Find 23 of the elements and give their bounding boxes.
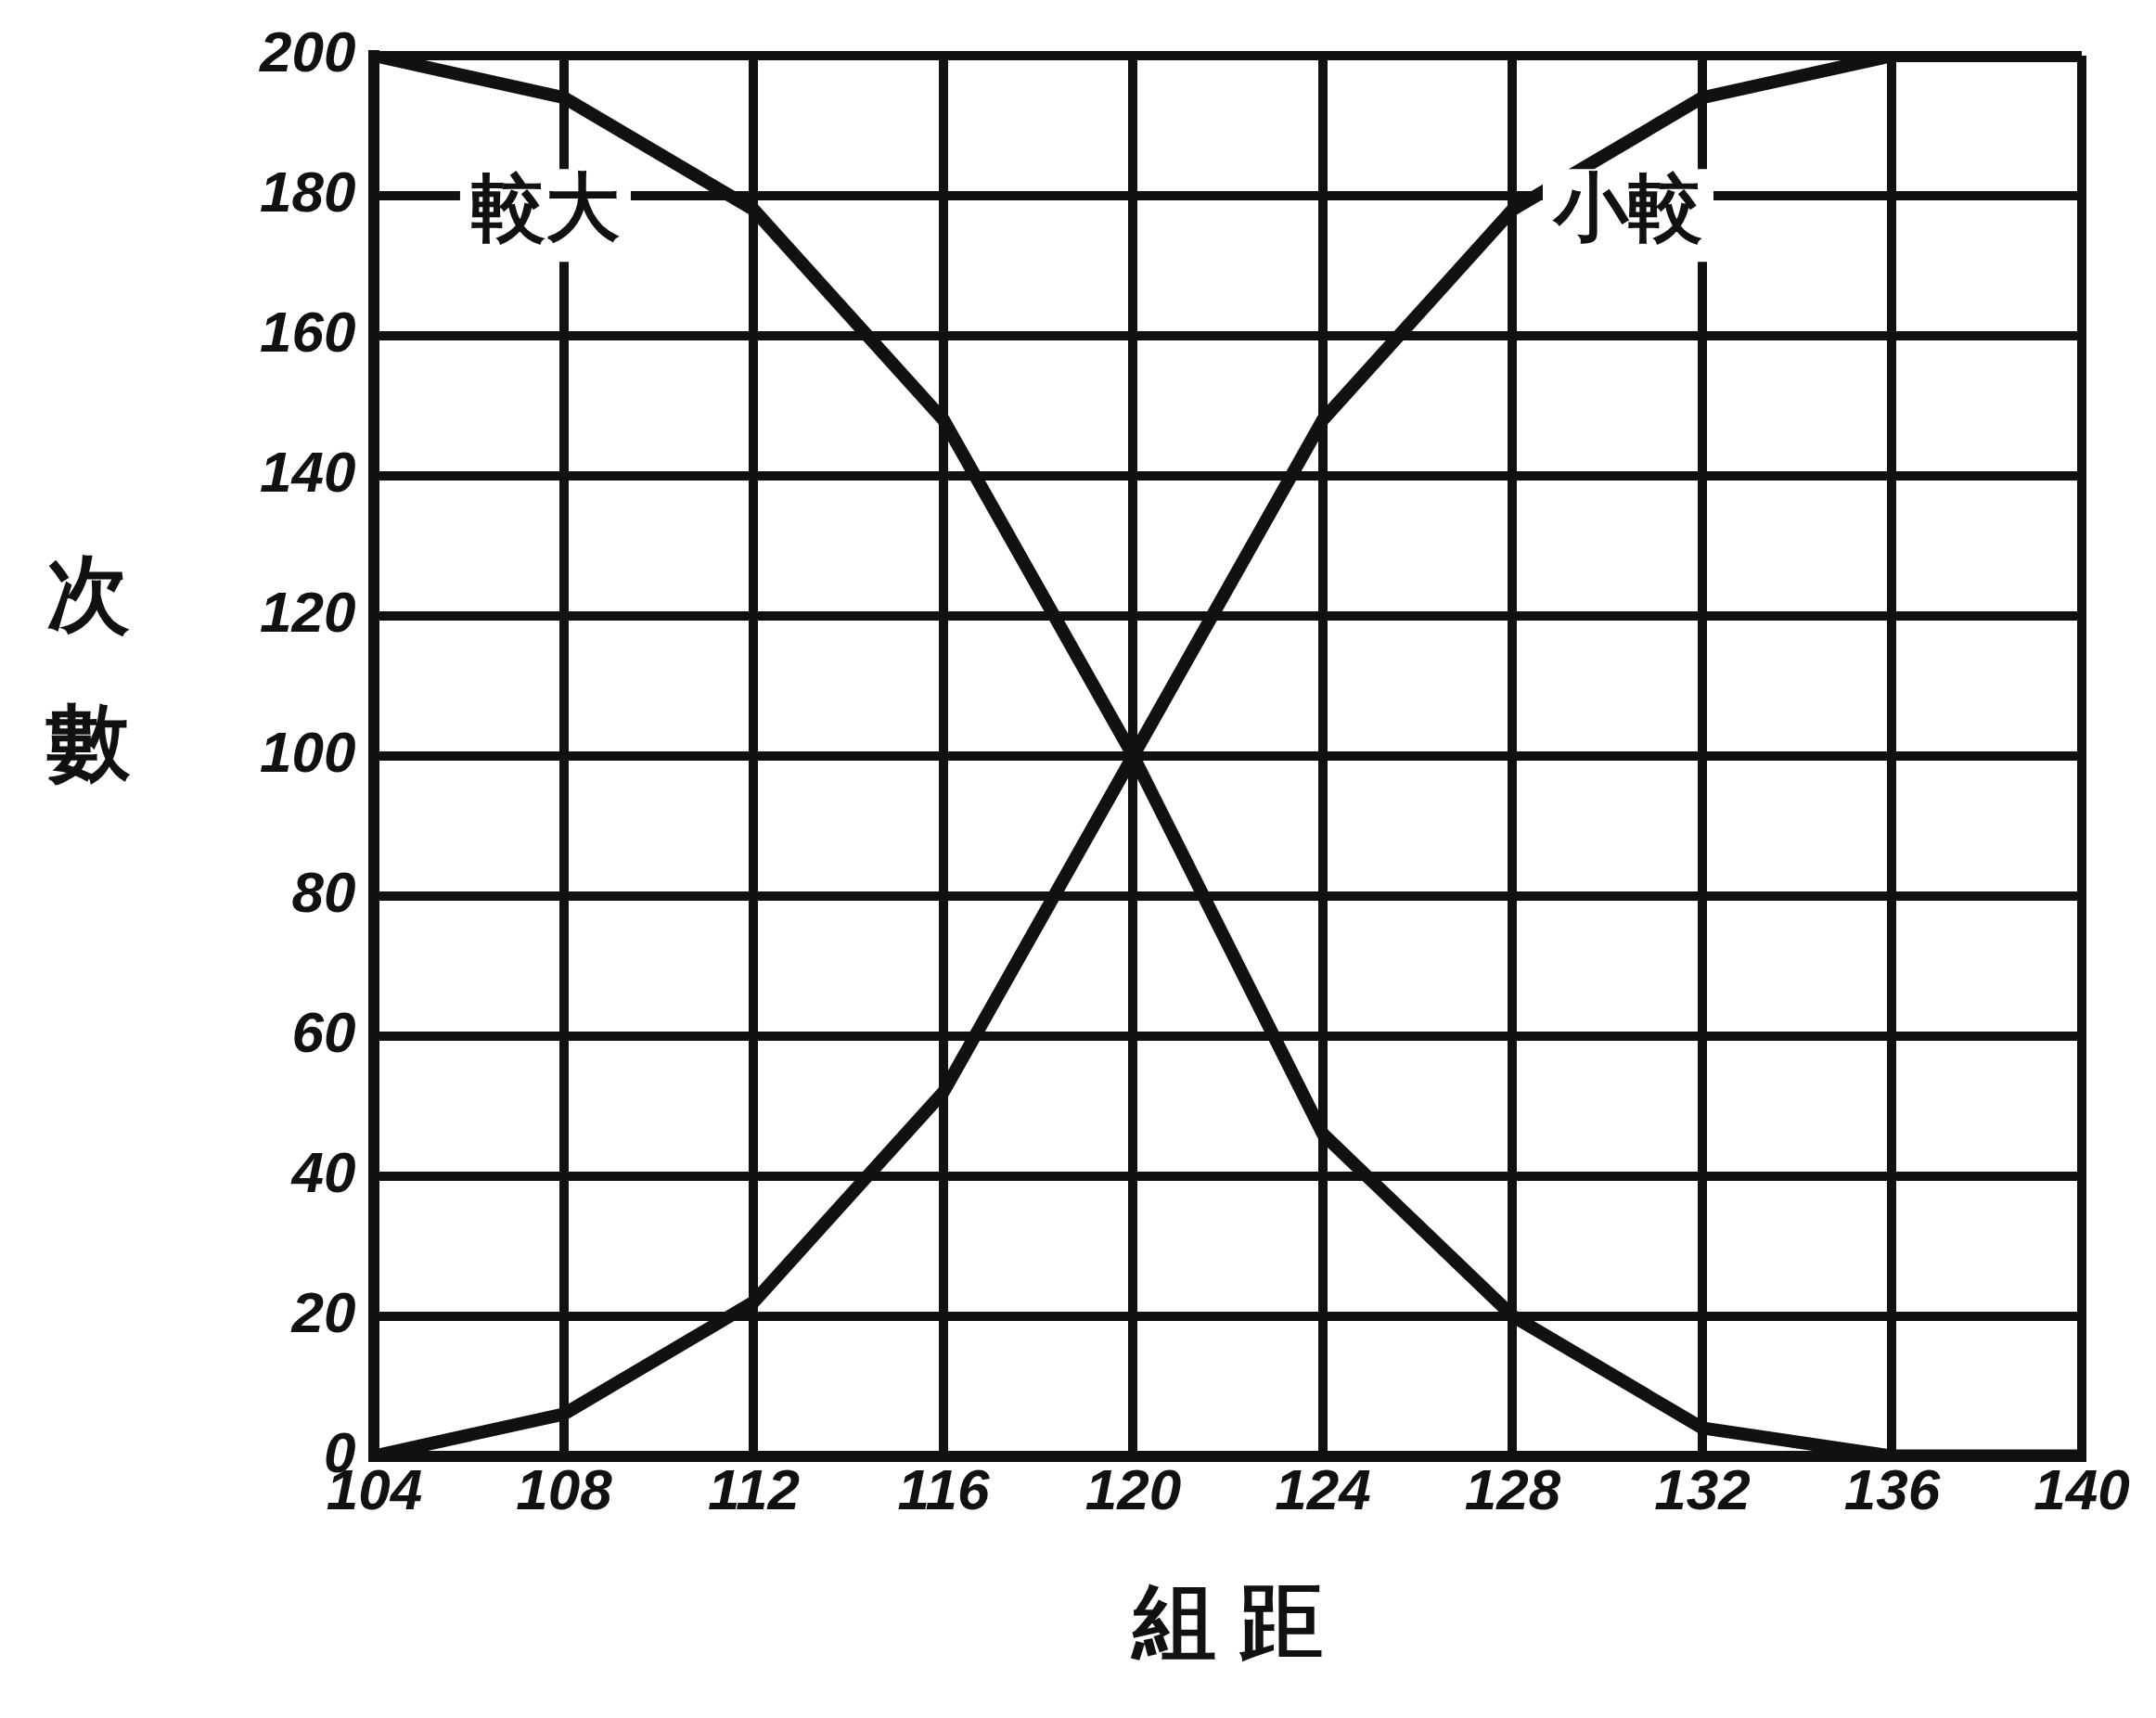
x-tick-label: 116 [897,1456,990,1521]
series-label: 較大 [470,164,620,251]
y-tick-label: 140 [259,439,356,504]
y-tick-label: 120 [259,579,356,644]
x-tick-label: 120 [1084,1456,1182,1521]
x-tick-label: 108 [516,1456,613,1521]
x-tick-label: 140 [2034,1456,2130,1521]
x-tick-label: 132 [1654,1456,1751,1521]
y-tick-label: 160 [259,300,356,365]
x-axis-title: 組 距 [1130,1574,1324,1668]
x-tick-label: 128 [1464,1456,1561,1521]
y-tick-label: 80 [291,859,356,924]
series-label: 小較 [1551,164,1702,251]
y-tick-label: 60 [291,999,356,1064]
y-tick-label: 40 [289,1139,356,1204]
y-tick-label: 180 [259,160,356,224]
y-tick-label: 200 [258,19,356,84]
x-tick-label: 112 [708,1456,800,1521]
y-tick-label: 100 [259,719,356,784]
y-axis-title: 次數 [46,544,131,792]
y-tick-label: 20 [290,1279,356,1344]
x-tick-label: 124 [1275,1456,1371,1521]
x-tick-label: 136 [1843,1456,1941,1521]
